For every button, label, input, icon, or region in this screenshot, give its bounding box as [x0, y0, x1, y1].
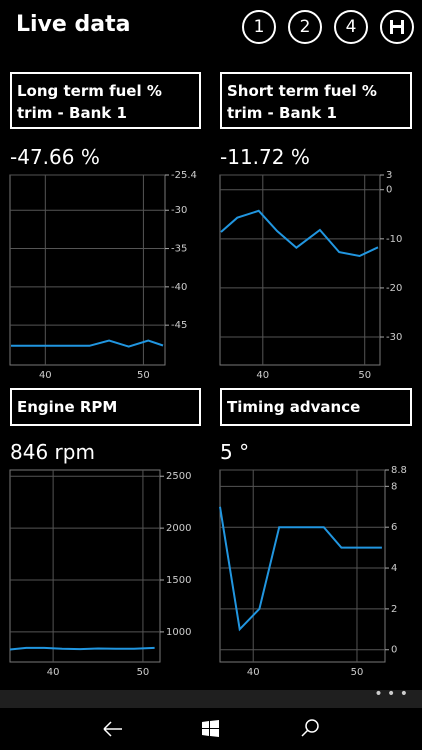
- y-tick-label: 2500: [166, 471, 191, 482]
- plot-frame: [9, 469, 161, 663]
- current-reading: 846 rpm: [10, 440, 95, 464]
- y-tick-label: 2000: [166, 523, 191, 534]
- chart-title: Long term fuel % trim - Bank 1: [10, 72, 201, 129]
- y-tick-label: 2: [391, 604, 397, 615]
- current-reading: -47.66 %: [10, 145, 100, 169]
- chart-title: Timing advance: [220, 388, 412, 426]
- app-bar: • • •: [0, 686, 422, 708]
- data-line: [219, 506, 382, 632]
- y-tick-label: 0: [391, 645, 397, 656]
- current-reading: -11.72 %: [220, 145, 310, 169]
- y-tick-label: 3: [386, 170, 392, 181]
- y-tick-label: -45: [171, 320, 187, 331]
- y-tick-label: -20: [386, 283, 402, 294]
- back-button[interactable]: [103, 721, 122, 737]
- search-button[interactable]: [301, 719, 319, 737]
- more-button[interactable]: • • •: [374, 686, 408, 702]
- chart-title: Engine RPM: [10, 388, 201, 426]
- y-tick-label: -25.4: [171, 170, 197, 181]
- data-line: [220, 209, 379, 258]
- y-tick-label: -40: [171, 282, 187, 293]
- y-tick-label: 8.8: [391, 465, 407, 476]
- current-reading: 5 °: [220, 440, 250, 464]
- floppy-label: [393, 28, 401, 34]
- x-tick-label: 40: [47, 667, 60, 678]
- x-tick-label: 40: [247, 667, 260, 678]
- y-tick-label: 6: [391, 522, 397, 533]
- nav-bar: [103, 719, 319, 737]
- data-line: [9, 646, 155, 651]
- x-tick-label: 50: [351, 667, 364, 678]
- x-tick-label: 40: [39, 370, 52, 381]
- plot-frame: [9, 174, 166, 366]
- y-tick-label: 1500: [166, 575, 191, 586]
- y-tick-label: -30: [386, 332, 402, 343]
- start-button[interactable]: [202, 720, 219, 737]
- y-tick-label: 8: [391, 481, 397, 492]
- chart-count-button[interactable]: 4: [334, 10, 368, 44]
- floppy-slot: [393, 20, 401, 25]
- y-tick-label: -30: [171, 205, 187, 216]
- chart-count-button[interactable]: 2: [288, 10, 322, 44]
- page-title: Live data: [16, 12, 131, 37]
- x-tick-label: 50: [137, 667, 150, 678]
- save-icon: [390, 20, 404, 34]
- y-tick-label: -10: [386, 234, 402, 245]
- y-tick-label: 4: [391, 563, 397, 574]
- save-button[interactable]: [380, 10, 414, 44]
- data-line: [11, 339, 164, 348]
- y-tick-label: -35: [171, 244, 187, 255]
- plot-frame: [219, 469, 386, 663]
- plot-frame: [219, 174, 381, 366]
- chart-title: Short term fuel % trim - Bank 1: [220, 72, 412, 129]
- x-tick-label: 40: [256, 370, 269, 381]
- y-tick-label: 0: [386, 185, 392, 196]
- chart-count-button[interactable]: 1: [242, 10, 276, 44]
- y-tick-label: 1000: [166, 627, 191, 638]
- x-tick-label: 50: [358, 370, 371, 381]
- x-tick-label: 50: [137, 370, 150, 381]
